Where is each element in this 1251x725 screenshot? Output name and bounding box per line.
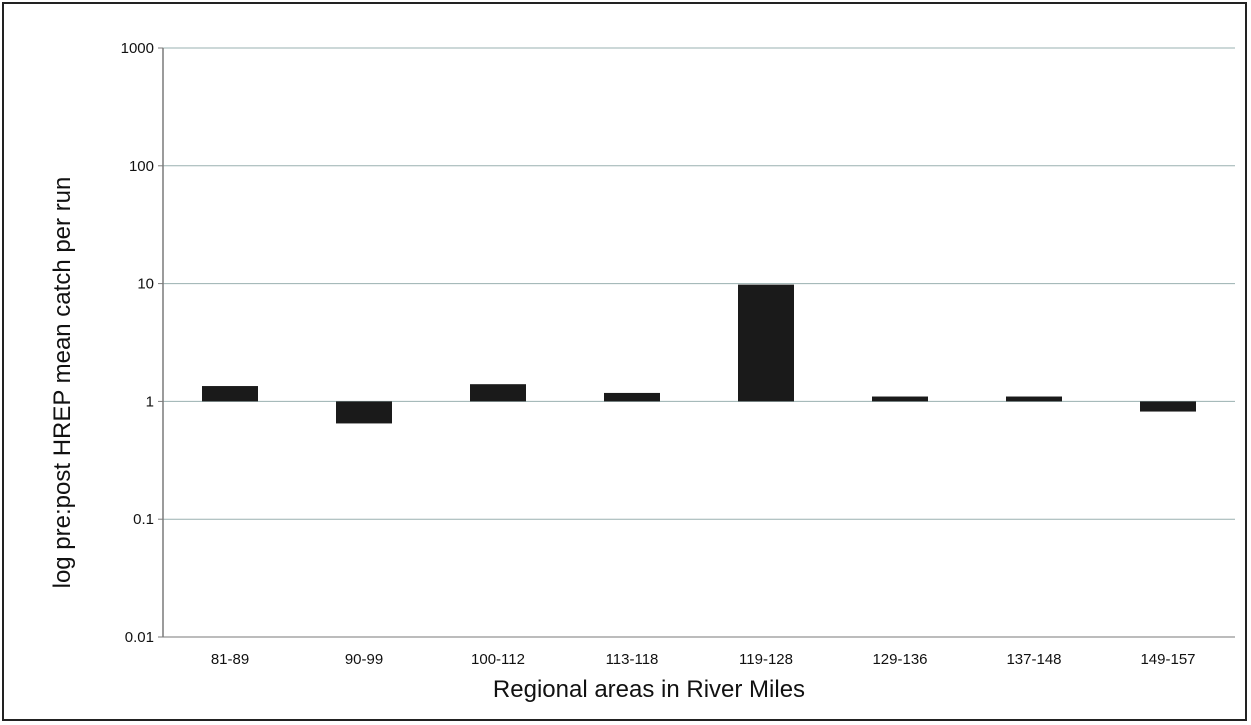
y-tick-label: 0.01 — [125, 629, 154, 646]
x-tick-label: 100-112 — [471, 651, 525, 668]
x-axis-title: Regional areas in River Miles — [493, 676, 805, 703]
bar-81-89 — [202, 386, 258, 402]
x-tick-label: 119-128 — [739, 651, 793, 668]
y-axis-title: log pre:post HREP mean catch per run — [49, 177, 76, 589]
x-tick-label: 81-89 — [211, 651, 249, 668]
gridlines — [158, 47, 1235, 638]
x-tick-label: 149-157 — [1140, 651, 1195, 668]
bars — [202, 284, 1196, 424]
y-tick-label: 10 — [137, 276, 154, 293]
y-tick-label: 1000 — [121, 40, 154, 57]
bar-129-136 — [872, 396, 928, 402]
x-tick-labels: 81-89 90-99 100-112 113-118 119-128 129-136 13… — [211, 651, 1196, 668]
x-tick-label: 137-148 — [1006, 651, 1061, 668]
bar-100-112 — [470, 384, 526, 402]
bar-119-128 — [738, 284, 794, 402]
bar-113-118 — [604, 392, 660, 402]
y-tick-label: 0.1 — [133, 511, 154, 528]
x-tick-label: 129-136 — [872, 651, 927, 668]
axes — [162, 48, 1235, 638]
bar-137-148 — [1006, 396, 1062, 402]
x-tick-label: 90-99 — [345, 651, 383, 668]
y-tick-labels: 1000 100 10 1 0.1 0.01 — [121, 40, 154, 646]
y-tick-label: 100 — [129, 158, 154, 175]
bar-90-99 — [336, 401, 392, 424]
x-tick-label: 113-118 — [606, 651, 659, 668]
bar-149-157 — [1140, 401, 1196, 412]
y-tick-label: 1 — [146, 393, 154, 410]
